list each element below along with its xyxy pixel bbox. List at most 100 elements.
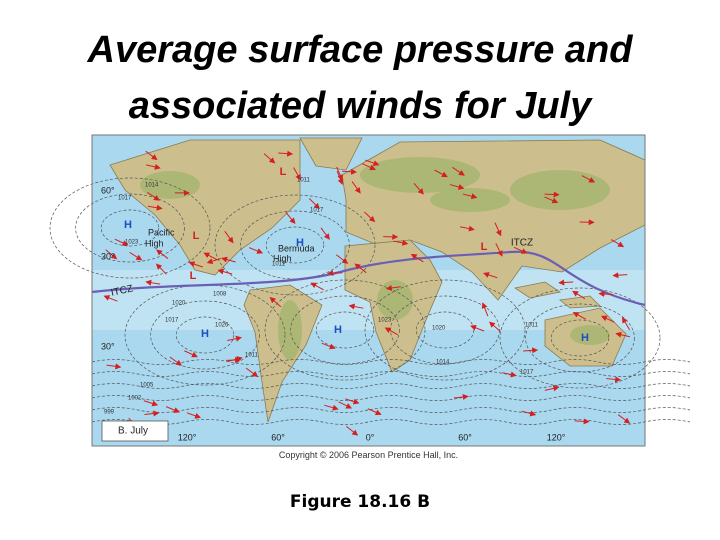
wind-arrow <box>622 316 631 331</box>
isobar <box>525 303 635 373</box>
wind-arrow <box>393 239 409 246</box>
wind-arrow <box>470 325 485 332</box>
isobar <box>315 311 375 349</box>
isobar <box>264 279 426 381</box>
wind-arrow <box>263 153 276 164</box>
isobar-label: 1017 <box>520 370 534 376</box>
isobar <box>124 284 286 386</box>
wind-arrow <box>494 222 502 237</box>
wind-arrow <box>103 295 118 302</box>
pressure-center: H <box>581 332 589 344</box>
isobar-label: 1011 <box>272 262 286 268</box>
isobar <box>91 407 691 413</box>
pressure-system-name: High <box>145 238 164 248</box>
wind-arrow <box>342 168 358 175</box>
copyright: Copyright © 2006 Pearson Prentice Hall, … <box>278 450 459 460</box>
isobar-label: 1023 <box>378 318 392 324</box>
isobar <box>91 359 691 365</box>
isobar-label: 1023 <box>125 240 139 246</box>
wind-arrow <box>217 268 233 275</box>
isobar-label: 1011 <box>297 178 311 184</box>
wind-arrow <box>351 181 361 194</box>
wind-arrow <box>106 363 122 370</box>
wind-arrow <box>203 252 217 260</box>
pressure-center: H <box>296 237 304 249</box>
wind-arrow <box>367 408 382 416</box>
itcz-label: ITCZ <box>110 283 134 298</box>
wind-arrow <box>544 385 560 392</box>
wind-arrow <box>449 184 465 190</box>
wind-arrow <box>285 212 296 224</box>
wind-arrow <box>156 249 169 259</box>
wind-arrow <box>523 347 539 354</box>
isobar-label: 1014 <box>436 360 450 366</box>
isobar <box>290 295 400 365</box>
legend-label: B. July <box>118 426 148 437</box>
pressure-center: H <box>201 328 209 340</box>
title-line: Average surface pressure and <box>87 29 633 71</box>
isobar-label: 999 <box>104 410 115 416</box>
isobar-label: 1017 <box>165 318 179 324</box>
isobar <box>100 209 160 247</box>
longitude-label: 120° <box>547 432 566 442</box>
wind-arrow <box>558 279 574 286</box>
legend-box <box>101 420 169 442</box>
wind-arrow <box>321 342 336 350</box>
isobar <box>49 177 211 279</box>
isobar <box>91 383 691 389</box>
wind-arrow <box>362 163 376 171</box>
wind-arrow <box>612 272 628 279</box>
wind-arrow <box>345 398 360 405</box>
wind-arrow <box>413 183 424 195</box>
wind-arrow <box>346 426 359 436</box>
wind-arrow <box>145 279 161 286</box>
wind-arrow <box>278 150 294 157</box>
wind-arrow <box>617 414 631 424</box>
isobar-label: 1011 <box>245 353 259 359</box>
isobar <box>214 194 376 296</box>
title-line: associated winds for July <box>128 85 592 127</box>
pressure-center: L <box>190 270 197 282</box>
pressure-center: H <box>124 219 132 231</box>
longitude-label: 0° <box>366 432 375 442</box>
wind-arrow <box>114 238 129 246</box>
wind-arrow <box>572 311 587 320</box>
wind-arrow <box>434 169 448 178</box>
landmass <box>299 137 363 171</box>
wind-arrow <box>169 356 183 366</box>
wind-arrow <box>338 401 353 409</box>
longitude-label: 120° <box>178 432 197 442</box>
isobar-label: 1026 <box>215 323 229 329</box>
isobar-label: 1017 <box>118 196 132 202</box>
isobar-label: 1017 <box>310 208 324 214</box>
isobar-label: 1020 <box>432 326 446 332</box>
isobar <box>91 419 691 425</box>
wind-arrow <box>224 230 234 244</box>
wind-arrow <box>410 253 424 263</box>
pressure-center: L <box>280 166 287 178</box>
latitude-label: 30° <box>101 251 115 261</box>
wind-arrow <box>488 321 501 332</box>
longitude-label: 60° <box>271 432 285 442</box>
vegetation <box>278 300 302 360</box>
wind-arrow <box>481 302 489 317</box>
isobar <box>75 193 185 263</box>
isobar <box>175 316 235 354</box>
isobar <box>550 319 610 357</box>
wind-arrow <box>155 263 167 275</box>
wind-arrow <box>308 198 320 210</box>
wind-arrow <box>544 191 560 198</box>
wind-arrow <box>165 406 180 413</box>
wind-arrow <box>245 367 259 377</box>
wind-arrow <box>348 303 364 310</box>
vegetation <box>570 325 610 345</box>
isobar <box>265 226 325 264</box>
wind-arrow <box>384 327 399 336</box>
wind-arrow <box>186 412 202 419</box>
wind-arrow <box>336 166 343 181</box>
isobar <box>499 287 661 389</box>
pressure-system-name: Pacific <box>148 227 175 237</box>
wind-arrow <box>147 204 163 211</box>
wind-arrow <box>227 335 242 342</box>
